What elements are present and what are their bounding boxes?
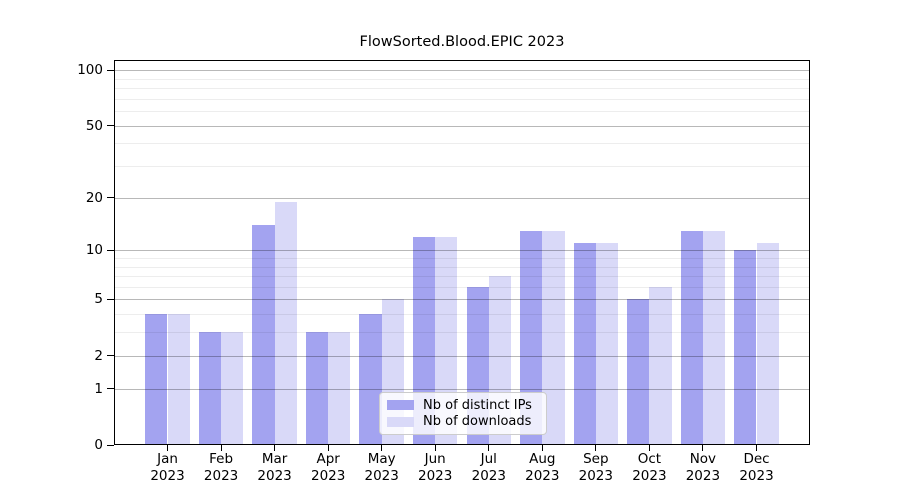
legend-entry-distinct-ips: Nb of distinct IPs bbox=[387, 397, 538, 413]
x-axis-tick-mark bbox=[381, 445, 383, 451]
x-axis-tick-mark bbox=[541, 445, 543, 451]
y-axis-tick-label: 50 bbox=[85, 117, 103, 134]
y-axis-tick-mark bbox=[107, 249, 114, 251]
bar-downloads-feb bbox=[221, 332, 244, 445]
bar-distinct-ips-may bbox=[359, 314, 382, 445]
legend-entry-downloads: Nb of downloads bbox=[387, 414, 538, 430]
x-axis-tick-label: Sep 2023 bbox=[578, 451, 613, 484]
bar-distinct-ips-oct bbox=[627, 299, 650, 445]
y-axis-tick-label: 0 bbox=[94, 437, 103, 453]
x-axis-tick-mark bbox=[327, 445, 329, 451]
x-axis-tick-mark bbox=[167, 445, 168, 451]
x-axis-tick-mark bbox=[702, 445, 704, 451]
x-axis-tick-label: Jun 2023 bbox=[418, 451, 453, 484]
x-axis-tick-label: Dec 2023 bbox=[739, 451, 774, 484]
bar-downloads-aug bbox=[542, 230, 565, 445]
y-axis-tick-mark bbox=[107, 69, 114, 71]
chart-title: FlowSorted.Blood.EPIC 2023 bbox=[359, 34, 565, 50]
y-axis-tick-mark bbox=[107, 355, 114, 357]
bar-distinct-ips-apr bbox=[305, 332, 329, 445]
x-axis-tick-label: Mar 2023 bbox=[257, 451, 292, 484]
x-axis-tick-mark bbox=[434, 445, 436, 451]
bar-distinct-ips-nov bbox=[680, 230, 703, 445]
bar-distinct-ips-dec bbox=[734, 250, 757, 445]
bar-distinct-ips-sep bbox=[573, 243, 596, 445]
y-axis-tick-label: 1 bbox=[94, 380, 103, 397]
x-axis-tick-label: Jan 2023 bbox=[150, 451, 185, 484]
y-axis-tick-label: 2 bbox=[94, 347, 103, 364]
bar-distinct-ips-aug bbox=[520, 230, 543, 445]
x-axis-tick-label: May 2023 bbox=[364, 451, 399, 484]
x-axis-tick-mark bbox=[274, 445, 276, 451]
x-axis-tick-label: Nov 2023 bbox=[685, 451, 721, 484]
x-axis-tick-label: Aug 2023 bbox=[525, 451, 560, 484]
x-axis-tick-label: Jul 2023 bbox=[471, 451, 506, 484]
y-axis-tick-mark bbox=[107, 298, 114, 300]
y-axis-tick-label: 20 bbox=[85, 189, 103, 206]
bar-downloads-mar bbox=[274, 201, 297, 445]
x-axis-tick-mark bbox=[648, 445, 650, 451]
y-axis-tick-label: 5 bbox=[94, 291, 103, 308]
y-axis-tick-label: 100 bbox=[77, 62, 103, 78]
y-axis-tick-label: 10 bbox=[85, 242, 103, 259]
bar-distinct-ips-mar bbox=[252, 225, 275, 445]
x-axis-tick-mark bbox=[756, 445, 757, 451]
y-axis-tick-mark bbox=[107, 388, 114, 390]
y-axis-tick-mark bbox=[107, 197, 114, 199]
bar-downloads-apr bbox=[328, 332, 351, 445]
x-axis-tick-mark bbox=[220, 445, 222, 451]
bar-distinct-ips-jan bbox=[145, 314, 168, 445]
bar-downloads-nov bbox=[702, 230, 726, 445]
x-axis-tick-label: Apr 2023 bbox=[311, 451, 346, 484]
x-axis-tick-mark bbox=[595, 445, 597, 451]
bar-distinct-ips-feb bbox=[198, 332, 222, 445]
bar-downloads-oct bbox=[649, 286, 672, 445]
bar-downloads-dec bbox=[756, 243, 779, 445]
legend-label-distinct-ips: Nb of distinct IPs bbox=[423, 397, 532, 413]
chart-legend: Nb of distinct IPs Nb of downloads bbox=[379, 392, 547, 435]
bar-downloads-sep bbox=[595, 243, 619, 445]
legend-swatch-distinct-ips bbox=[387, 400, 414, 411]
x-axis-tick-label: Feb 2023 bbox=[203, 451, 239, 484]
x-axis-tick-mark bbox=[488, 445, 490, 451]
legend-label-downloads: Nb of downloads bbox=[423, 414, 532, 430]
y-axis-tick-mark bbox=[107, 444, 114, 446]
bar-downloads-jan bbox=[167, 314, 190, 445]
x-axis-tick-label: Oct 2023 bbox=[632, 451, 667, 484]
y-axis-tick-mark bbox=[107, 125, 114, 126]
legend-swatch-downloads bbox=[387, 416, 414, 427]
